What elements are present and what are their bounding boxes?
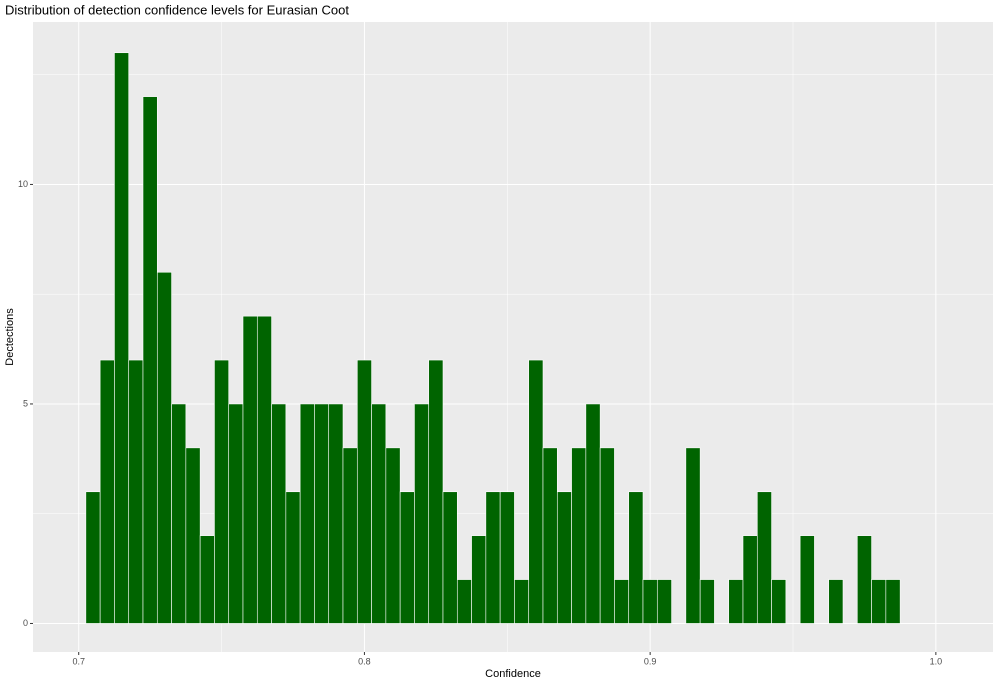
bar xyxy=(542,447,558,624)
x-tick-label: 0.9 xyxy=(644,656,657,666)
bar xyxy=(171,403,187,624)
y-axis-label: Dectections xyxy=(4,308,16,366)
bar xyxy=(499,491,515,624)
bar xyxy=(156,271,172,624)
bar xyxy=(128,359,144,624)
bar xyxy=(99,359,115,624)
bar xyxy=(756,491,772,624)
bar xyxy=(642,579,658,624)
bar xyxy=(556,491,572,624)
bar xyxy=(599,447,615,624)
bar xyxy=(585,403,601,624)
bar xyxy=(371,403,387,624)
bar xyxy=(771,579,787,624)
bar xyxy=(85,491,101,624)
bar xyxy=(299,403,315,624)
x-tick-label: 0.7 xyxy=(72,656,85,666)
bar xyxy=(728,579,744,624)
bar xyxy=(456,579,472,624)
bar xyxy=(271,403,287,624)
bar xyxy=(285,491,301,624)
bar xyxy=(656,579,672,624)
bar xyxy=(199,535,215,624)
bar xyxy=(614,579,630,624)
bar xyxy=(414,403,430,624)
bar xyxy=(399,491,415,624)
y-tick-label: 10 xyxy=(18,179,28,189)
bar xyxy=(142,96,158,624)
x-tick-label: 0.8 xyxy=(358,656,371,666)
bar xyxy=(442,491,458,624)
bar xyxy=(799,535,815,624)
y-tick-label: 5 xyxy=(23,398,28,408)
bar xyxy=(356,359,372,624)
bar xyxy=(485,491,501,624)
bar xyxy=(185,447,201,624)
bar xyxy=(242,315,258,624)
bar xyxy=(571,447,587,624)
bar xyxy=(256,315,272,624)
bar xyxy=(628,491,644,624)
bar xyxy=(856,535,872,624)
bar xyxy=(342,447,358,624)
bar xyxy=(528,359,544,624)
bar xyxy=(314,403,330,624)
bar xyxy=(685,447,701,624)
bar xyxy=(385,447,401,624)
bar xyxy=(871,579,887,624)
x-axis-label: Confidence xyxy=(485,668,541,680)
bar xyxy=(471,535,487,624)
y-tick-label: 0 xyxy=(23,618,28,628)
bar xyxy=(699,579,715,624)
bar xyxy=(228,403,244,624)
bar xyxy=(428,359,444,624)
bar xyxy=(828,579,844,624)
chart-title: Distribution of detection confidence lev… xyxy=(5,2,349,17)
bar xyxy=(885,579,901,624)
bar xyxy=(114,52,130,624)
bar xyxy=(742,535,758,624)
x-tick-label: 1.0 xyxy=(930,656,943,666)
bar xyxy=(214,359,230,624)
bar xyxy=(328,403,344,624)
bar xyxy=(514,579,530,624)
